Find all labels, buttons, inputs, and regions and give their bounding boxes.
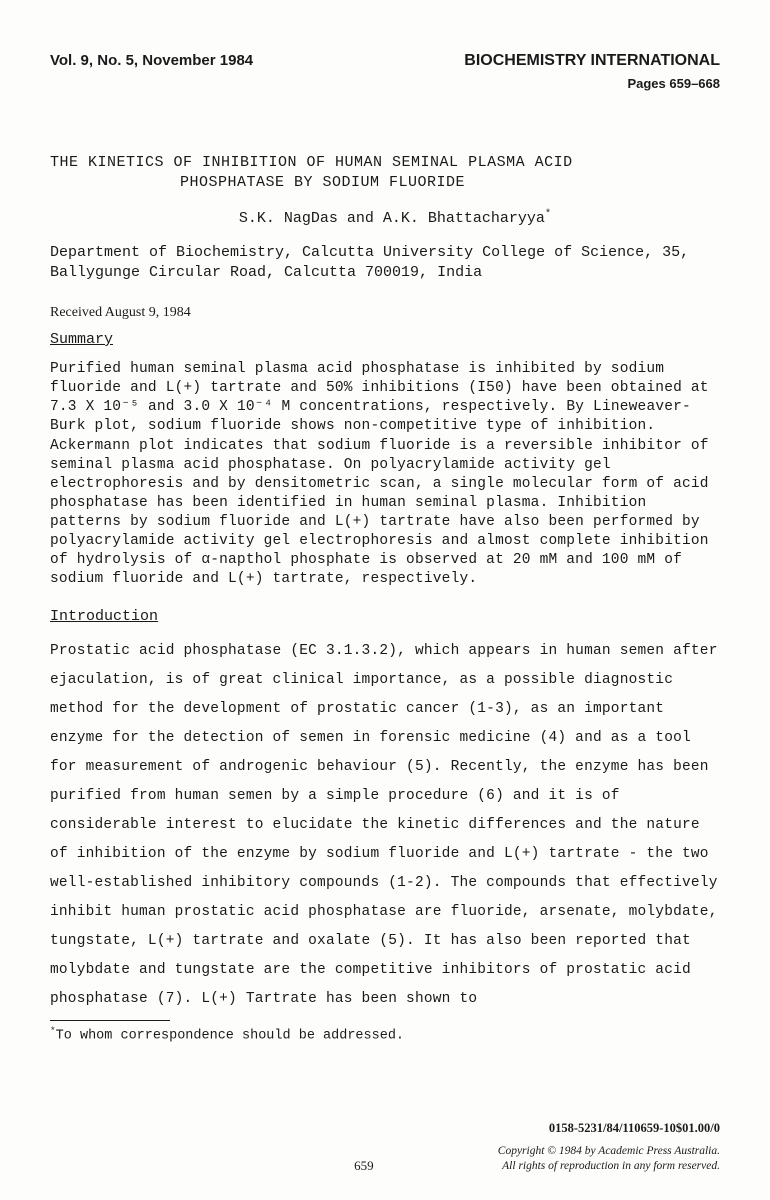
volume-issue: Vol. 9, No. 5, November 1984	[50, 52, 253, 69]
footnote-text: To whom correspondence should be address…	[56, 1028, 404, 1043]
introduction-heading: Introduction	[50, 608, 720, 625]
article-title: THE KINETICS OF INHIBITION OF HUMAN SEMI…	[50, 153, 720, 194]
issn-code: 0158-5231/84/110659-10$01.00/0	[50, 1121, 720, 1136]
corresponding-footnote: *To whom correspondence should be addres…	[50, 1025, 720, 1044]
introduction-body: Prostatic acid phosphatase (EC 3.1.3.2),…	[50, 637, 720, 1014]
affiliation: Department of Biochemistry, Calcutta Uni…	[50, 243, 720, 284]
title-line-1: THE KINETICS OF INHIBITION OF HUMAN SEMI…	[50, 153, 720, 173]
summary-heading: Summary	[50, 331, 720, 348]
footnote-rule	[50, 1020, 170, 1021]
copyright-line-2: All rights of reproduction in any form r…	[498, 1159, 720, 1174]
author-names: S.K. NagDas and A.K. Bhattacharyya	[239, 210, 545, 227]
copyright-notice: Copyright © 1984 by Academic Press Austr…	[498, 1144, 720, 1174]
journal-name: BIOCHEMISTRY INTERNATIONAL	[464, 52, 720, 70]
title-line-2: PHOSPHATASE BY SODIUM FLUORIDE	[50, 173, 720, 193]
page-range: Pages 659–668	[50, 76, 720, 91]
received-date: Received August 9, 1984	[50, 305, 720, 321]
authors: S.K. NagDas and A.K. Bhattacharyya*	[50, 208, 720, 227]
summary-body: Purified human seminal plasma acid phosp…	[50, 360, 720, 590]
copyright-line-1: Copyright © 1984 by Academic Press Austr…	[498, 1144, 720, 1159]
page-number: 659	[50, 1158, 498, 1174]
corresponding-marker: *	[545, 208, 551, 220]
